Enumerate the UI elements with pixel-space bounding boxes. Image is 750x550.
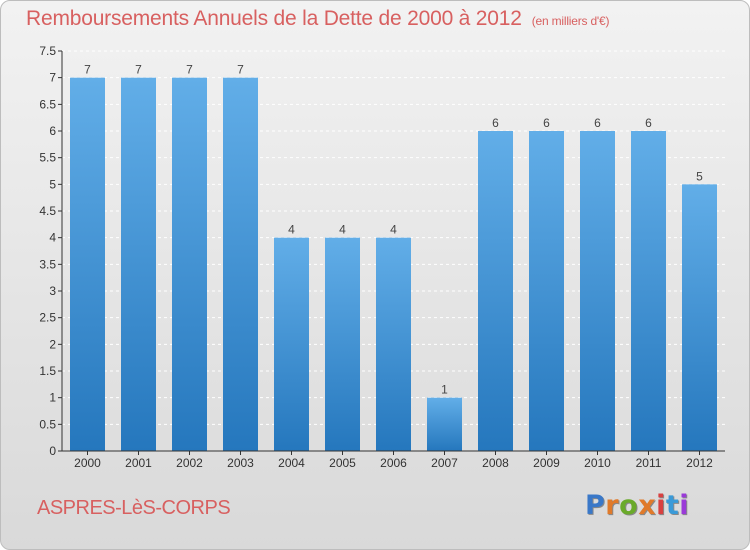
- bar-2007: [427, 397, 462, 451]
- y-tick-label: 2.5: [39, 311, 56, 325]
- bar-2005: [325, 237, 360, 451]
- x-tick-label-2011: 2011: [636, 456, 662, 470]
- logo-letter: t: [665, 490, 680, 521]
- bar-2003: [223, 77, 258, 452]
- bar-2010: [580, 131, 615, 451]
- x-tick-label-2009: 2009: [533, 456, 560, 470]
- x-tick-label-2003: 2003: [227, 456, 254, 470]
- data-label-2001: 7: [135, 63, 142, 77]
- x-tick-label-2008: 2008: [482, 456, 509, 470]
- y-tick-label: 4.5: [39, 204, 56, 218]
- data-label-2009: 6: [543, 116, 550, 130]
- data-label-2011: 6: [645, 116, 652, 130]
- y-tick-label: 0: [49, 444, 56, 458]
- logo-letter: x: [638, 490, 657, 521]
- x-tick-label-2000: 2000: [74, 456, 101, 470]
- logo-letter: o: [619, 490, 639, 521]
- bar-2000: [70, 77, 105, 452]
- data-label-2000: 7: [84, 63, 91, 77]
- x-tick-label-2005: 2005: [329, 456, 356, 470]
- y-tick-label: 6.5: [39, 97, 56, 111]
- y-tick-label: 1: [49, 391, 56, 405]
- x-tick-label-2004: 2004: [278, 456, 305, 470]
- chart-title: Remboursements Annuels de la Dette de 20…: [26, 7, 609, 31]
- y-tick-label: 3: [49, 284, 56, 298]
- bar-2001: [121, 77, 156, 452]
- x-tick-label-2001: 2001: [125, 456, 152, 470]
- labels: 0 0.5 1 1.5 2 2.5 3 3.5 4 4.5 5 5.5 6 6.5 7 7.5 7 2000 7 20…: [39, 44, 713, 470]
- y-tick-label: 2: [49, 337, 56, 351]
- data-label-2012: 5: [696, 169, 703, 183]
- logo-letter: i: [679, 490, 690, 521]
- data-label-2010: 6: [594, 116, 601, 130]
- y-tick-label: 5: [49, 177, 56, 191]
- data-label-2002: 7: [186, 63, 193, 77]
- y-tick-label: 6: [49, 124, 56, 138]
- bar-2011: [631, 131, 666, 451]
- y-tick-label: 4: [49, 231, 56, 245]
- x-tick-label-2010: 2010: [584, 456, 611, 470]
- x-tick-label-2007: 2007: [431, 456, 458, 470]
- data-label-2004: 4: [288, 223, 295, 237]
- y-tick-label: 1.5: [39, 364, 56, 378]
- bar-2008: [478, 131, 513, 451]
- y-tick-label: 0.5: [39, 417, 56, 431]
- chart-unit: (en milliers d'€): [531, 14, 610, 28]
- axes: [58, 50, 725, 455]
- y-tick-label: 5.5: [39, 151, 56, 165]
- y-tick-label: 3.5: [39, 257, 56, 271]
- logo-letter: i: [656, 490, 666, 521]
- logo-letter: r: [605, 490, 620, 521]
- bar-2009: [529, 131, 564, 451]
- bar-2012: [682, 184, 717, 452]
- y-tick-label: 7: [49, 71, 56, 85]
- bars: [70, 77, 717, 452]
- commune-name: ASPRES-LèS-CORPS: [37, 497, 231, 519]
- data-label-2007: 1: [441, 383, 448, 397]
- logo-letter: P: [585, 490, 606, 521]
- data-label-2005: 4: [339, 223, 346, 237]
- proxiti-logo: Proxiti: [585, 490, 689, 521]
- x-tick-label-2006: 2006: [380, 456, 407, 470]
- y-tick-label: 7.5: [39, 44, 56, 58]
- x-tick-label-2002: 2002: [176, 456, 203, 470]
- chart-title-text: Remboursements Annuels de la Dette de 20…: [26, 7, 522, 30]
- bar-2004: [274, 237, 309, 451]
- data-label-2008: 6: [492, 116, 499, 130]
- data-label-2003: 7: [237, 63, 244, 77]
- bar-2006: [376, 237, 411, 451]
- x-tick-label-2012: 2012: [686, 456, 713, 470]
- bar-2002: [172, 77, 207, 452]
- data-label-2006: 4: [390, 223, 397, 237]
